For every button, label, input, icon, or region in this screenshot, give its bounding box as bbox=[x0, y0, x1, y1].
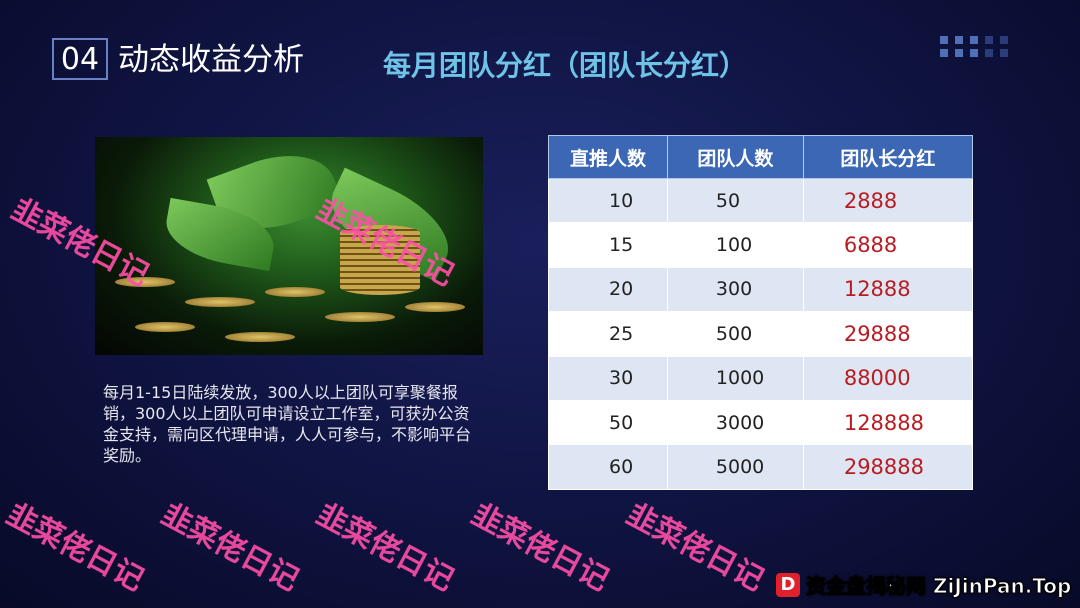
watermark: 韭菜佬日记 bbox=[0, 496, 150, 599]
table-row: 60 5000 298888 bbox=[548, 444, 974, 490]
leader-bonus-cell: 298888 bbox=[802, 444, 974, 490]
watermark: 韭菜佬日记 bbox=[155, 496, 305, 599]
team-size-cell: 1000 bbox=[666, 355, 804, 401]
leader-bonus-cell: 6888 bbox=[802, 222, 974, 268]
header-team-size: 团队人数 bbox=[666, 135, 804, 179]
team-size-cell: 100 bbox=[666, 222, 804, 268]
team-size-cell: 3000 bbox=[666, 399, 804, 446]
coins-and-leaves-image bbox=[95, 137, 483, 355]
site-badge: D 资金盘揭秘网 ZiJinPan.Top bbox=[776, 570, 1072, 599]
leader-bonus-cell: 88000 bbox=[802, 355, 974, 401]
team-size-cell: 300 bbox=[666, 266, 804, 313]
direct-referrals-cell: 15 bbox=[548, 222, 668, 268]
team-bonus-table: 直推人数 团队人数 团队长分红 10 50 2888 15 100 6888 20 300 12… bbox=[548, 135, 974, 490]
leader-bonus-cell: 29888 bbox=[802, 311, 974, 357]
direct-referrals-cell: 20 bbox=[548, 266, 668, 313]
direct-referrals-cell: 30 bbox=[548, 355, 668, 401]
header-leader-bonus: 团队长分红 bbox=[802, 135, 974, 179]
slide-subtitle: 每月团队分红（团队长分红） bbox=[383, 49, 748, 82]
header-direct-referrals: 直推人数 bbox=[548, 135, 668, 179]
table-row: 20 300 12888 bbox=[548, 266, 974, 313]
team-size-cell: 500 bbox=[666, 311, 804, 357]
table-row: 25 500 29888 bbox=[548, 311, 974, 357]
direct-referrals-cell: 25 bbox=[548, 311, 668, 357]
team-size-cell: 50 bbox=[666, 177, 804, 224]
watermark: 韭菜佬日记 bbox=[310, 496, 460, 599]
team-size-cell: 5000 bbox=[666, 444, 804, 490]
leader-bonus-cell: 2888 bbox=[802, 177, 974, 224]
table-row: 30 1000 88000 bbox=[548, 355, 974, 401]
section-number: 04 bbox=[52, 38, 108, 80]
leader-bonus-cell: 12888 bbox=[802, 266, 974, 313]
table-row: 10 50 2888 bbox=[548, 177, 974, 224]
leader-bonus-cell: 128888 bbox=[802, 399, 974, 446]
table-row: 50 3000 128888 bbox=[548, 399, 974, 446]
site-logo-icon: D bbox=[776, 572, 800, 597]
direct-referrals-cell: 10 bbox=[548, 177, 668, 224]
direct-referrals-cell: 60 bbox=[548, 444, 668, 490]
site-badge-text: 资金盘揭秘网 ZiJinPan.Top bbox=[805, 574, 1072, 599]
table-row: 15 100 6888 bbox=[548, 222, 974, 268]
watermark: 韭菜佬日记 bbox=[465, 496, 615, 599]
direct-referrals-cell: 50 bbox=[548, 399, 668, 446]
description-text: 每月1-15日陆续发放，300人以上团队可享聚餐报销，300人以上团队可申请设立… bbox=[103, 383, 472, 465]
decorative-dots bbox=[940, 36, 1010, 57]
section-title: 动态收益分析 bbox=[118, 42, 304, 78]
watermark: 韭菜佬日记 bbox=[620, 496, 770, 599]
